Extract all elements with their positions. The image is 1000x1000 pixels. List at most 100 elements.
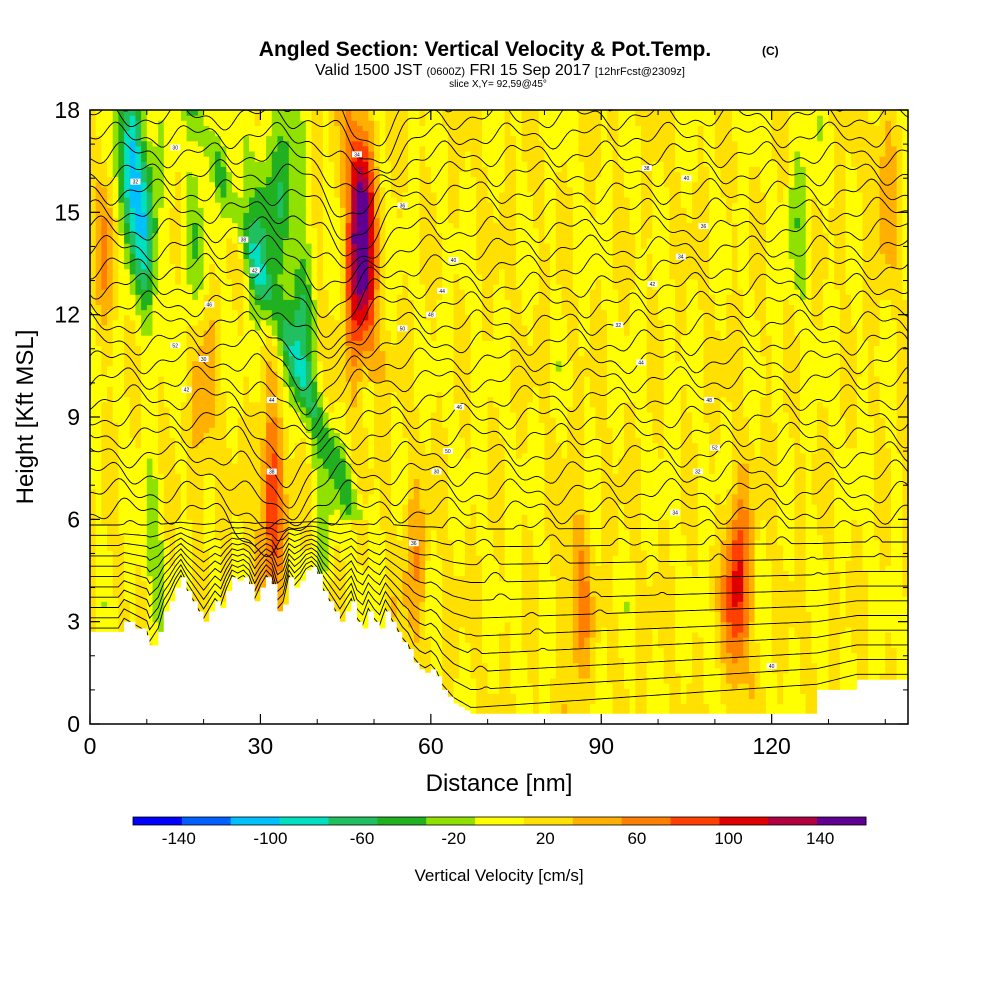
velocity-cell: [214, 417, 222, 423]
velocity-cell: [214, 355, 222, 362]
velocity-cell: [254, 360, 262, 367]
velocity-cell: [220, 601, 227, 607]
velocity-cell: [95, 304, 102, 311]
velocity-cell: [283, 575, 290, 582]
velocity-cell: [283, 417, 290, 423]
velocity-cell: [271, 294, 279, 300]
velocity-cell: [192, 196, 199, 203]
velocity-cell: [95, 503, 102, 510]
velocity-cell: [129, 442, 137, 449]
velocity-cell: [158, 268, 165, 275]
velocity-cell: [271, 539, 279, 546]
velocity-cell: [271, 191, 279, 198]
velocity-cell: [158, 396, 165, 403]
velocity-cell: [169, 529, 176, 536]
velocity-cell: [129, 263, 137, 270]
velocity-cell: [107, 422, 114, 428]
velocity-cell: [152, 248, 159, 254]
velocity-cell: [112, 539, 119, 546]
velocity-cell: [152, 161, 159, 167]
velocity-cell: [163, 237, 171, 244]
velocity-cell: [203, 524, 210, 531]
velocity-cell: [294, 391, 301, 398]
velocity-cell: [163, 355, 171, 362]
velocity-cell: [197, 115, 205, 121]
velocity-cell: [232, 468, 239, 474]
velocity-cell: [175, 483, 182, 490]
velocity-cell: [220, 514, 227, 520]
velocity-cell: [220, 156, 227, 162]
velocity-cell: [90, 575, 97, 582]
velocity-cell: [124, 340, 131, 346]
velocity-cell: [283, 309, 290, 316]
velocity-cell: [271, 555, 279, 561]
velocity-cell: [169, 437, 176, 444]
velocity-cell: [294, 580, 301, 587]
velocity-cell: [322, 463, 330, 469]
velocity-cell: [232, 570, 239, 577]
velocity-cell: [277, 243, 284, 249]
velocity-cell: [260, 273, 267, 280]
velocity-cell: [209, 222, 216, 229]
velocity-cell: [163, 585, 171, 592]
velocity-cell: [152, 637, 159, 643]
velocity-cell: [226, 120, 233, 126]
velocity-cell: [277, 565, 284, 572]
velocity-cell: [141, 156, 148, 162]
velocity-cell: [197, 478, 205, 485]
velocity-cell: [317, 514, 324, 520]
velocity-cell: [209, 437, 216, 444]
velocity-cell: [249, 345, 256, 352]
velocity-cell: [283, 483, 290, 490]
velocity-cell: [271, 150, 279, 157]
velocity-cell: [197, 534, 205, 541]
velocity-cell: [271, 253, 279, 259]
velocity-cell: [146, 360, 154, 367]
velocity-cell: [169, 391, 176, 398]
velocity-cell: [169, 324, 176, 331]
velocity-cell: [95, 370, 102, 377]
velocity-cell: [214, 570, 222, 577]
velocity-cell: [220, 294, 227, 300]
velocity-cell: [305, 253, 313, 259]
velocity-cell: [271, 524, 279, 531]
velocity-cell: [112, 422, 119, 428]
velocity-cell: [254, 483, 262, 490]
velocity-cell: [311, 560, 318, 566]
velocity-cell: [158, 468, 165, 474]
velocity-cell: [146, 350, 154, 357]
velocity-cell: [141, 452, 148, 459]
velocity-cell: [158, 437, 165, 444]
velocity-cell: [146, 176, 154, 183]
velocity-cell: [305, 196, 313, 203]
velocity-cell: [209, 550, 216, 556]
velocity-cell: [209, 150, 216, 157]
velocity-cell: [271, 319, 279, 326]
velocity-cell: [197, 135, 205, 142]
velocity-cell: [152, 544, 159, 551]
velocity-cell: [294, 539, 301, 546]
velocity-cell: [226, 457, 233, 464]
velocity-cell: [107, 237, 114, 244]
velocity-cell: [237, 207, 244, 213]
velocity-cell: [214, 150, 222, 157]
velocity-cell: [146, 191, 154, 198]
velocity-cell: [237, 376, 244, 382]
velocity-cell: [112, 273, 119, 280]
velocity-cell: [220, 575, 227, 582]
velocity-cell: [129, 191, 137, 198]
velocity-cell: [260, 181, 267, 188]
velocity-cell: [220, 340, 227, 346]
velocity-cell: [317, 565, 324, 572]
velocity-cell: [135, 478, 142, 485]
velocity-cell: [90, 299, 97, 306]
velocity-cell: [90, 544, 97, 551]
velocity-cell: [124, 263, 131, 270]
velocity-cell: [175, 156, 182, 162]
velocity-cell: [317, 457, 324, 464]
velocity-cell: [260, 575, 267, 582]
velocity-cell: [237, 396, 244, 403]
velocity-cell: [141, 621, 148, 628]
velocity-cell: [180, 340, 188, 346]
velocity-cell: [158, 196, 165, 203]
